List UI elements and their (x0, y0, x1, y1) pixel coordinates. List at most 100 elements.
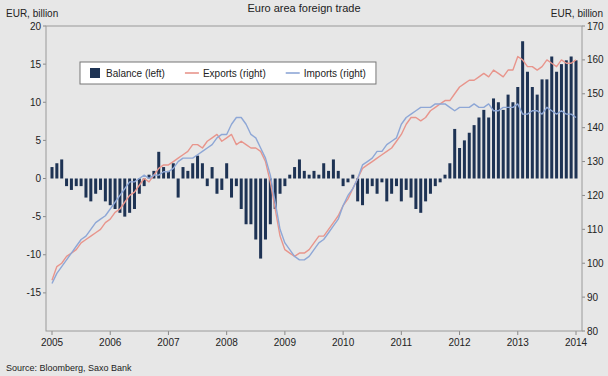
line (52, 104, 576, 284)
x-tick (343, 331, 344, 335)
bar (410, 179, 413, 198)
bar (94, 179, 97, 194)
bar (414, 179, 417, 210)
bar (570, 57, 573, 179)
bar (482, 110, 485, 179)
x-tick-label: 2014 (565, 337, 588, 348)
x-tick (459, 331, 460, 335)
bar (322, 163, 325, 178)
bar (487, 118, 490, 179)
y-tick-label: -10 (27, 249, 42, 260)
x-tick-label: 2007 (157, 337, 180, 348)
bar (342, 179, 345, 187)
bar (230, 179, 233, 198)
bar (380, 179, 383, 183)
bar (371, 179, 374, 187)
plot-frame (46, 26, 582, 331)
bar (385, 179, 388, 202)
bar (434, 179, 437, 187)
x-tick-label: 2006 (99, 337, 122, 348)
bar (206, 179, 209, 187)
y2-tick-label: 120 (587, 190, 604, 201)
x-tick-label: 2010 (332, 337, 355, 348)
bar (497, 102, 500, 178)
legend-symbol (286, 72, 300, 74)
bar (477, 118, 480, 179)
bar (240, 179, 243, 210)
bar (172, 163, 175, 178)
y-tick-label: -5 (32, 211, 41, 222)
x-tick (110, 331, 111, 335)
bar (308, 175, 311, 179)
bar (317, 175, 320, 179)
bar (220, 179, 223, 190)
y2-axis-label: EUR, billion (551, 8, 603, 19)
bar (191, 163, 194, 178)
bar (351, 175, 354, 179)
bar (60, 159, 63, 178)
bar (443, 175, 446, 179)
bar (89, 179, 92, 202)
y2-tick-label: 150 (587, 88, 604, 99)
plot-area (50, 41, 577, 283)
bar (346, 179, 349, 183)
bar (463, 140, 466, 178)
bar (453, 129, 456, 179)
bar (177, 179, 180, 198)
x-tick-label: 2013 (507, 337, 530, 348)
y-tick-label: 0 (35, 173, 41, 184)
x-tick-label: 2011 (391, 337, 413, 348)
bar (298, 159, 301, 178)
bar (390, 179, 393, 194)
bar (235, 179, 238, 187)
bar (429, 179, 432, 194)
x-tick (168, 331, 169, 335)
bar (123, 179, 126, 217)
bar (181, 167, 184, 178)
bar (550, 57, 553, 179)
background (0, 0, 608, 376)
x-tick (401, 331, 402, 335)
y2-tick-label: 160 (587, 54, 604, 65)
legend-label: Exports (right) (203, 68, 266, 79)
bar (186, 171, 189, 179)
y-tick-label: 20 (30, 21, 42, 32)
y2-tick-label: 130 (587, 156, 604, 167)
bar (511, 102, 514, 178)
bar (264, 179, 267, 240)
title: Euro area foreign trade (247, 2, 360, 14)
bar (312, 171, 315, 179)
bar (366, 179, 369, 194)
bar (201, 163, 204, 178)
bar (65, 179, 68, 187)
legend-box (80, 62, 376, 84)
bar (400, 179, 403, 202)
bar (283, 179, 286, 187)
bar (259, 179, 262, 259)
x-tick-label: 2005 (41, 337, 64, 348)
y-tick-label: 15 (30, 59, 42, 70)
legend-label: Balance (left) (106, 68, 165, 79)
bar (288, 175, 291, 179)
bar (555, 72, 558, 179)
bar (526, 72, 529, 179)
x-tick-label: 2009 (274, 337, 297, 348)
y2-tick-label: 80 (587, 326, 599, 337)
bar (361, 179, 364, 206)
bar (516, 87, 519, 179)
bar (196, 156, 199, 179)
y2-tick-label: 90 (587, 292, 599, 303)
legend-symbol (185, 72, 199, 74)
bar (109, 179, 112, 206)
bar (395, 179, 398, 187)
bar (531, 87, 534, 179)
x-tick (226, 331, 227, 335)
bar (424, 179, 427, 202)
bar (536, 95, 539, 179)
x-tick (52, 331, 53, 335)
bar (405, 179, 408, 190)
x-tick-label: 2008 (216, 337, 239, 348)
bar (133, 179, 136, 210)
y2-tick-label: 170 (587, 21, 604, 32)
y2-tick-label: 100 (587, 258, 604, 269)
